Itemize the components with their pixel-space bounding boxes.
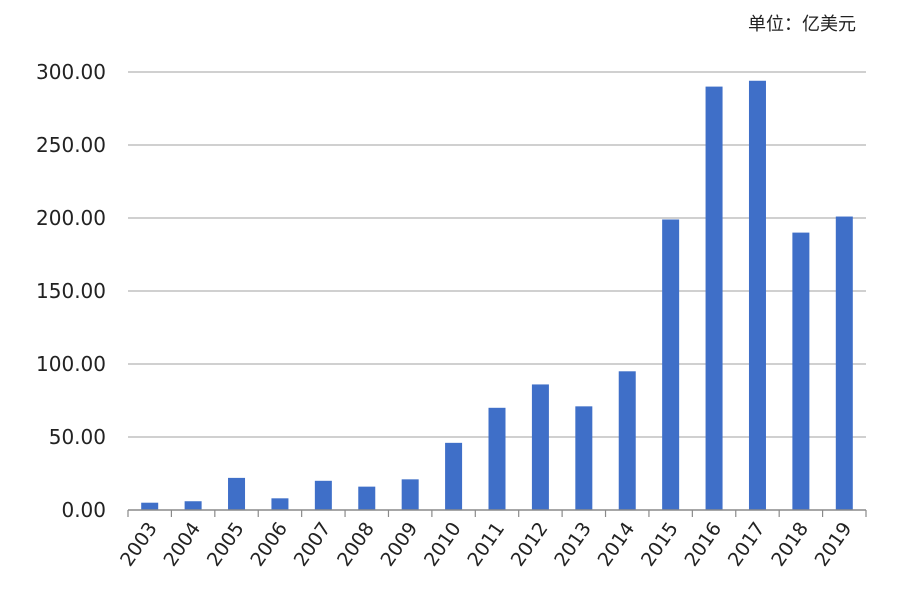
bar-2011 (488, 407, 506, 510)
y-tick-label: 300.00 (36, 60, 106, 84)
x-tick-label: 2006 (246, 518, 292, 570)
x-tick-label: 2009 (377, 518, 423, 570)
bar-2012 (531, 384, 549, 510)
bar-2013 (575, 406, 593, 510)
y-tick-label: 50.00 (49, 425, 106, 449)
y-tick-label: 100.00 (36, 352, 106, 376)
x-axis (127, 509, 867, 517)
x-tick-label: 2004 (159, 518, 205, 570)
x-tick-label: 2017 (724, 518, 770, 570)
x-tick-label: 2011 (463, 518, 509, 570)
bar-2018 (792, 232, 810, 510)
bar-2004 (184, 501, 202, 510)
bar-2010 (445, 442, 463, 510)
bar-2014 (618, 371, 636, 510)
bars (141, 80, 853, 511)
y-axis-ticks: 0.00 50.00 100.00 150.00 200.00 250.00 300.00 (36, 60, 106, 522)
x-tick-label: 2018 (767, 518, 813, 570)
bar-2015 (662, 219, 680, 510)
y-tick-label: 250.00 (36, 133, 106, 157)
bar-2016 (705, 86, 723, 510)
bar-2005 (228, 477, 246, 510)
bar-2007 (314, 480, 332, 510)
x-tick-label: 2012 (507, 518, 553, 570)
x-tick-label: 2016 (680, 518, 726, 570)
x-tick-label: 2015 (637, 518, 683, 570)
x-tick-label: 2007 (290, 518, 336, 570)
y-tick-label: 200.00 (36, 206, 106, 230)
bar-2009 (401, 479, 419, 510)
x-tick-label: 2008 (333, 518, 379, 570)
y-tick-label: 150.00 (36, 279, 106, 303)
x-axis-ticks: 2003200420052006200720082009201020112012… (116, 518, 856, 570)
x-tick-label: 2005 (203, 518, 249, 570)
bar-2006 (271, 498, 289, 510)
y-tick-label: 0.00 (61, 498, 106, 522)
x-tick-label: 2010 (420, 518, 466, 570)
bar-2019 (835, 216, 853, 511)
x-tick-label: 2013 (550, 518, 596, 570)
bar-2003 (141, 502, 159, 510)
unit-label: 单位：亿美元 (748, 14, 856, 35)
bar-2017 (748, 80, 766, 510)
x-tick-label: 2019 (811, 518, 857, 570)
x-tick-label: 2014 (594, 518, 640, 570)
bar-2008 (358, 486, 376, 510)
x-tick-label: 2003 (116, 518, 162, 570)
